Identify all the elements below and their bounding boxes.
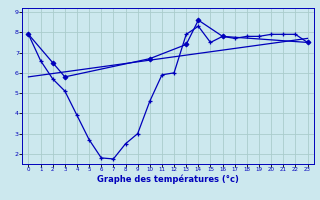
X-axis label: Graphe des températures (°c): Graphe des températures (°c) — [97, 175, 239, 184]
